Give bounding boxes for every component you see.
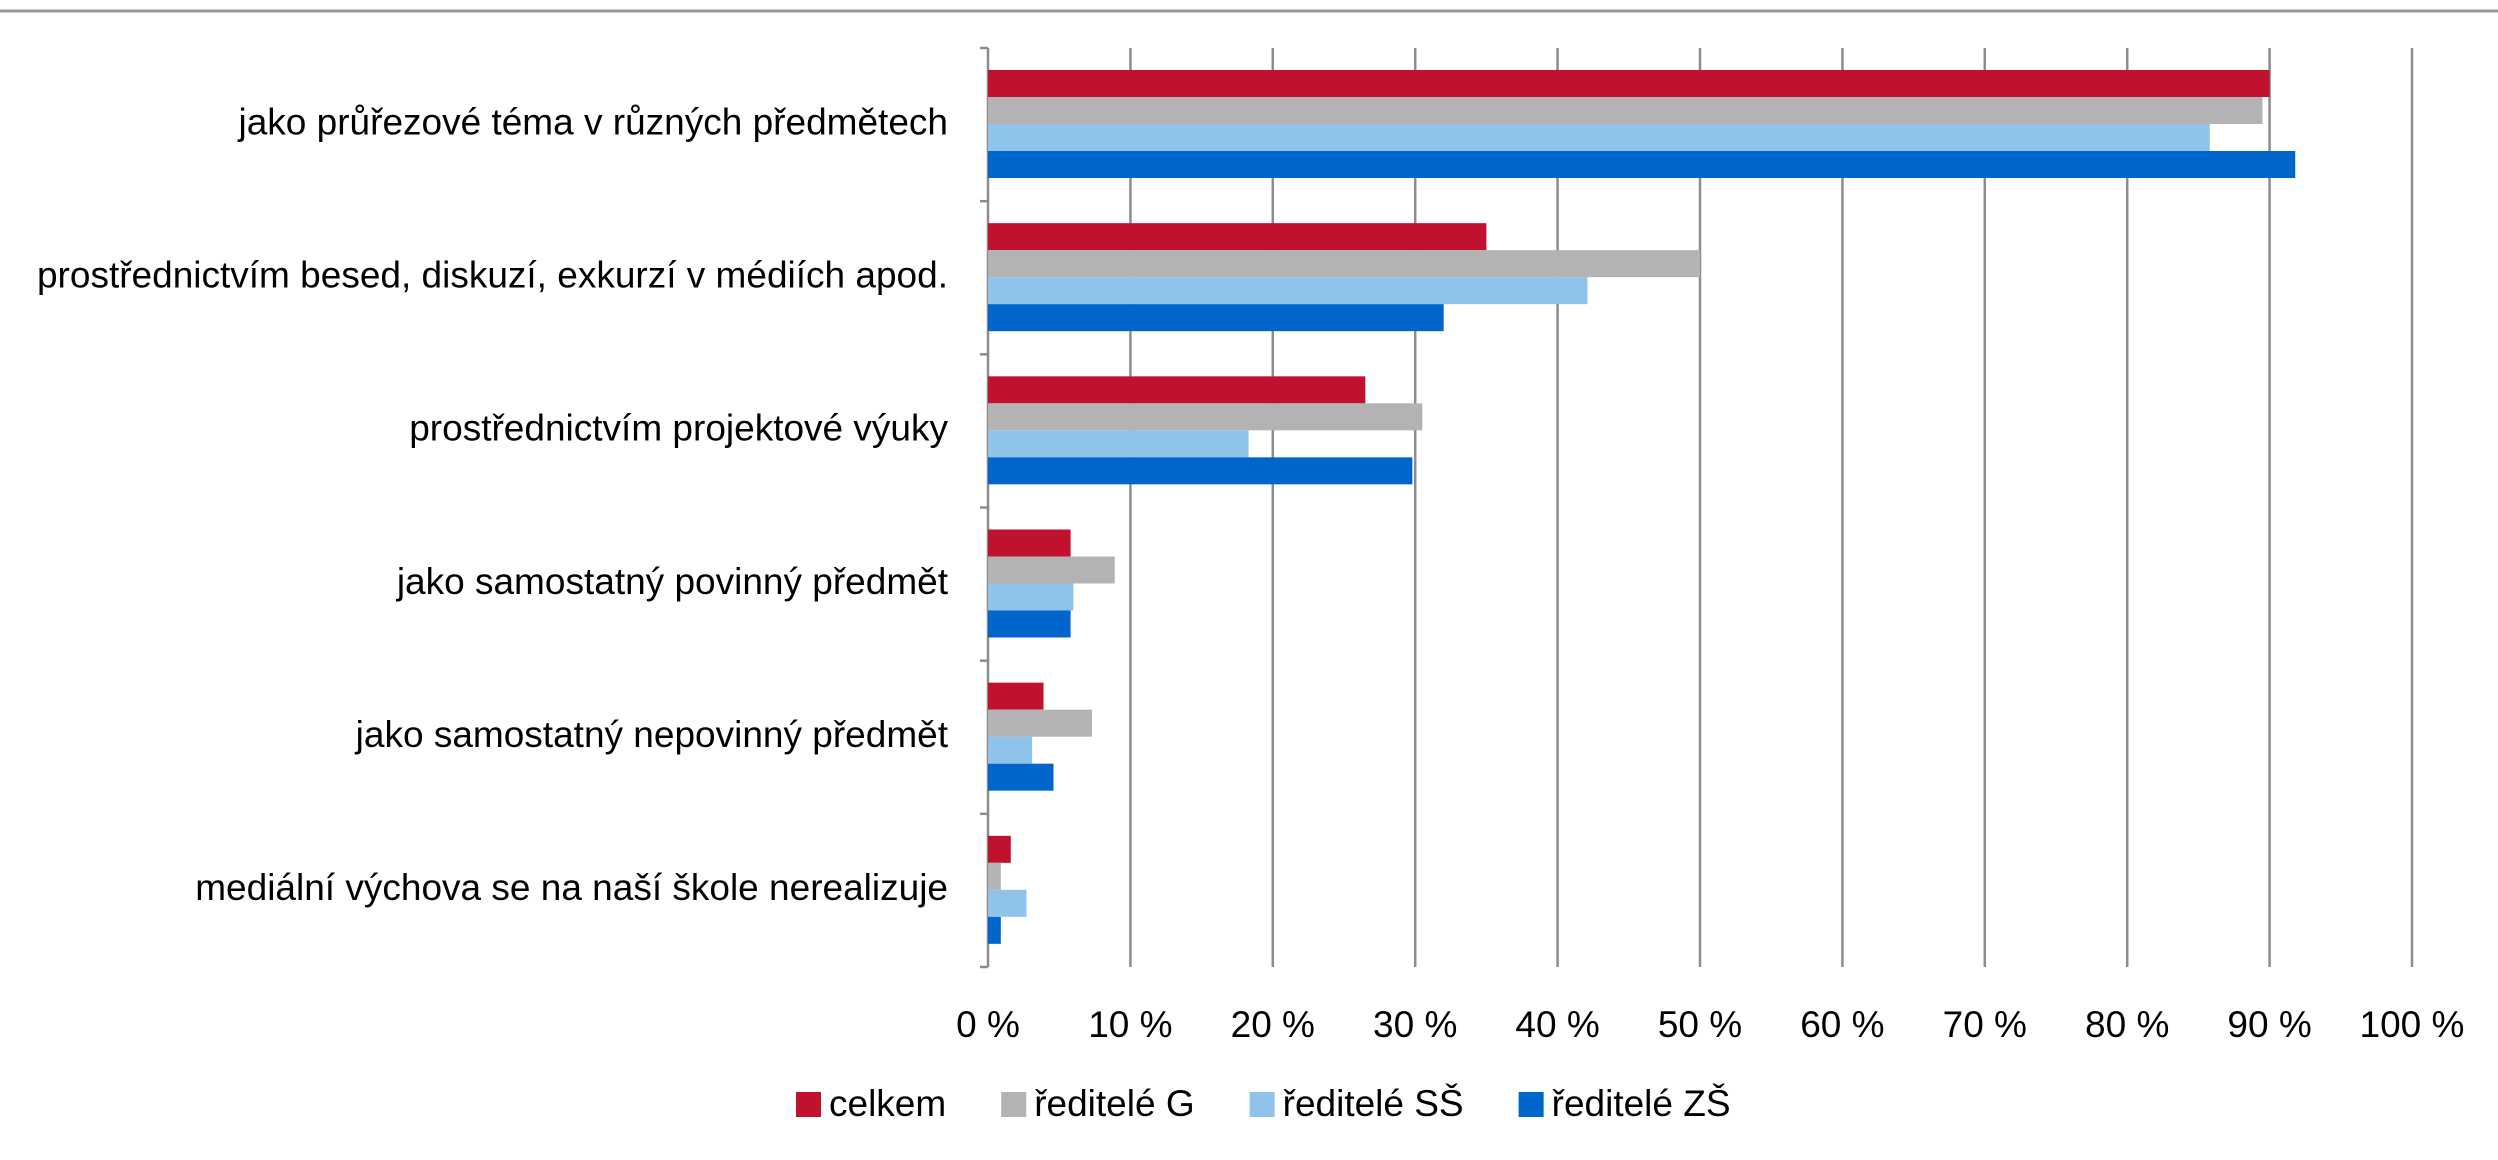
legend-label: ředitelé ZŠ xyxy=(1552,1083,1731,1124)
y-tick-label: jako samostatný nepovinný předmět xyxy=(355,714,949,755)
legend-swatch xyxy=(796,1092,821,1117)
legend-label: ředitelé G xyxy=(1034,1083,1194,1124)
legend-label: celkem xyxy=(829,1083,946,1124)
x-tick-label: 90 % xyxy=(2227,1004,2311,1045)
bar xyxy=(988,97,2263,124)
bar xyxy=(988,124,2210,151)
bar xyxy=(988,583,1074,611)
y-tick-label: prostřednictvím besed, diskuzí, exkurzí … xyxy=(37,255,948,296)
bar xyxy=(988,304,1444,332)
y-tick-label: jako průřezové téma v různých předmětech xyxy=(237,101,948,142)
bar xyxy=(988,835,1011,863)
y-tick-label: mediální výchova se na naší škole nereal… xyxy=(195,867,948,908)
bar xyxy=(988,862,1001,890)
bar xyxy=(988,277,1588,305)
bar xyxy=(988,682,1044,710)
bar xyxy=(988,403,1423,431)
bar xyxy=(988,151,2296,178)
bar xyxy=(988,889,1027,917)
bar xyxy=(988,556,1115,584)
x-tick-label: 60 % xyxy=(1800,1004,1884,1045)
bar xyxy=(988,223,1487,251)
bar xyxy=(988,916,1001,944)
bar xyxy=(988,376,1366,404)
legend-swatch xyxy=(1001,1092,1027,1117)
bar xyxy=(988,763,1054,791)
x-tick-label: 30 % xyxy=(1373,1004,1457,1045)
x-tick-label: 80 % xyxy=(2085,1004,2169,1045)
x-tick-label: 40 % xyxy=(1515,1004,1599,1045)
legend-label: ředitelé SŠ xyxy=(1283,1083,1464,1124)
x-tick-label: 70 % xyxy=(1943,1004,2027,1045)
bar xyxy=(988,430,1249,458)
y-tick-label: jako samostatný povinný předmět xyxy=(396,561,949,602)
x-tick-label: 10 % xyxy=(1088,1004,1172,1045)
x-tick-label: 50 % xyxy=(1658,1004,1742,1045)
bar xyxy=(988,610,1071,638)
bar xyxy=(988,457,1413,485)
x-tick-label: 0 % xyxy=(956,1004,1020,1045)
legend-swatch xyxy=(1249,1092,1275,1117)
bar xyxy=(988,250,1700,278)
x-tick-label: 20 % xyxy=(1231,1004,1315,1045)
bar xyxy=(988,709,1092,737)
bar xyxy=(988,70,2270,97)
bar xyxy=(988,736,1033,764)
x-tick-label: 100 % xyxy=(2360,1004,2465,1045)
legend-swatch xyxy=(1518,1092,1544,1117)
bar xyxy=(988,529,1071,557)
y-tick-label: prostřednictvím projektové výuky xyxy=(409,408,948,449)
